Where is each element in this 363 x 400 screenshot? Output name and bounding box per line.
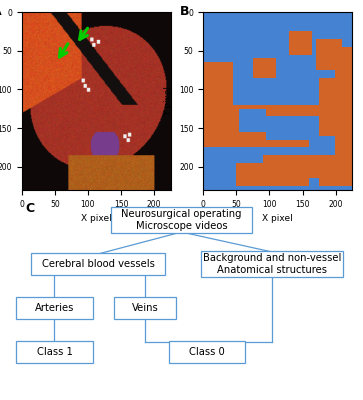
Text: Cerebral blood vessels: Cerebral blood vessels [42,259,154,269]
Text: Neurosurgical operating
Microscope videos: Neurosurgical operating Microscope video… [121,209,242,231]
Text: Class 1: Class 1 [37,347,72,357]
Text: A: A [0,5,2,18]
Text: B: B [179,5,189,18]
X-axis label: X pixel: X pixel [81,214,111,223]
Text: Background and non-vessel
Anatomical structures: Background and non-vessel Anatomical str… [203,253,342,275]
Text: C: C [25,202,34,215]
FancyBboxPatch shape [16,297,93,319]
X-axis label: X pixel: X pixel [262,214,293,223]
FancyBboxPatch shape [201,251,343,277]
Y-axis label: Y pixel: Y pixel [164,86,174,116]
FancyBboxPatch shape [114,297,176,319]
Text: Class 0: Class 0 [189,347,225,357]
FancyBboxPatch shape [169,341,245,363]
FancyBboxPatch shape [16,341,93,363]
Text: Arteries: Arteries [35,303,74,313]
FancyBboxPatch shape [111,207,252,233]
Text: Veins: Veins [132,303,159,313]
FancyBboxPatch shape [31,253,165,275]
